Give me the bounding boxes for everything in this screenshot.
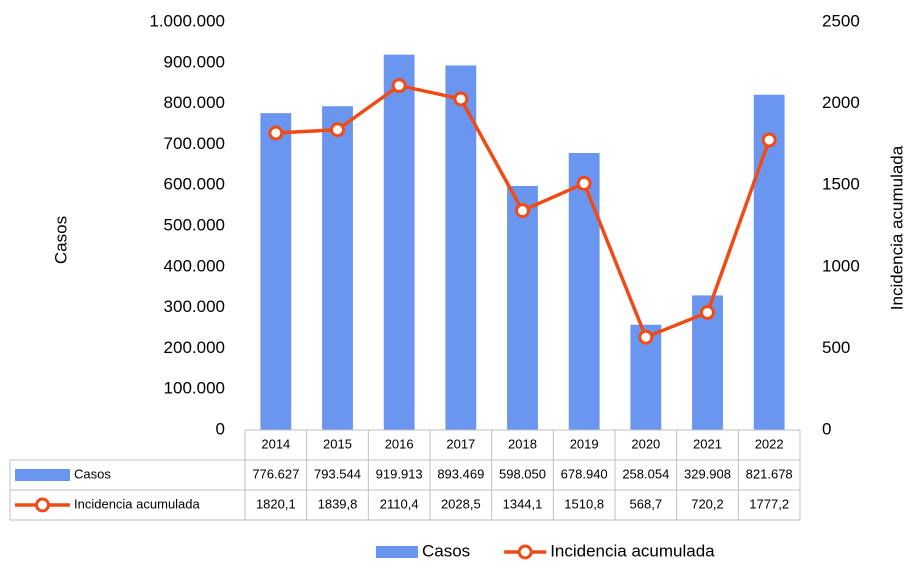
- y2-tick-label: 0: [822, 419, 831, 438]
- table-value: 2110,4: [380, 496, 419, 511]
- table-value: 678.940: [561, 466, 608, 481]
- x-tick-label: 2022: [755, 436, 784, 451]
- y2-tick-label: 2500: [822, 11, 860, 30]
- legend-key: [35, 497, 50, 513]
- table-value: 776.627: [252, 466, 299, 481]
- y-tick-label: 400.000: [164, 256, 225, 275]
- line-marker: [576, 175, 592, 191]
- x-tick-label: 2015: [323, 436, 352, 451]
- y-tick-label: 800.000: [164, 93, 225, 112]
- y2-axis-title: Incidencia acumulada: [887, 145, 906, 310]
- line-marker: [391, 78, 407, 94]
- y-tick-label: 0: [216, 419, 225, 438]
- bar: [383, 54, 415, 430]
- line-marker: [330, 122, 345, 138]
- table-value: 258.054: [622, 466, 669, 481]
- legend-key: [15, 469, 70, 481]
- table-row-label: Casos: [74, 466, 111, 481]
- line-marker: [453, 91, 469, 107]
- y-tick-label: 100.000: [164, 379, 225, 398]
- line-marker: [638, 329, 654, 345]
- table-value: 720,2: [691, 496, 724, 511]
- table-row-label: Incidencia acumulada: [74, 496, 201, 511]
- x-tick-label: 2016: [385, 436, 414, 451]
- table-value: 1777,2: [749, 496, 789, 511]
- table-value: 1839,8: [318, 496, 358, 511]
- y-tick-label: 900.000: [164, 52, 225, 71]
- y-tick-label: 1.000.000: [149, 11, 225, 30]
- bar: [445, 65, 477, 430]
- table-value: 821.678: [746, 466, 793, 481]
- table-value: 893.469: [437, 466, 484, 481]
- y-axis-title: Casos: [51, 216, 70, 264]
- line-marker: [268, 125, 284, 141]
- table-value: 329.908: [684, 466, 731, 481]
- legend-key: [517, 544, 533, 560]
- x-tick-label: 2020: [631, 436, 660, 451]
- y2-tick-label: 1500: [822, 175, 860, 194]
- x-tick-label: 2021: [693, 436, 722, 451]
- y-tick-label: 200.000: [164, 338, 225, 357]
- line-marker: [761, 132, 777, 148]
- legend-label: Incidencia acumulada: [550, 541, 715, 560]
- y2-tick-label: 2000: [822, 93, 860, 112]
- legend-key: [376, 546, 418, 558]
- y2-tick-label: 1000: [822, 256, 860, 275]
- y-tick-label: 500.000: [164, 215, 225, 234]
- bar: [753, 94, 785, 431]
- line-marker: [515, 203, 530, 219]
- y-tick-label: 700.000: [164, 134, 225, 153]
- y-tick-label: 300.000: [164, 297, 225, 316]
- line-marker: [700, 304, 715, 320]
- table-value: 598.050: [499, 466, 546, 481]
- bar: [507, 185, 538, 430]
- table-value: 1510,8: [564, 496, 604, 511]
- y-tick-label: 600.000: [164, 175, 225, 194]
- table-value: 2028,5: [441, 496, 481, 511]
- table-value: 793.544: [314, 466, 361, 481]
- bar: [568, 152, 600, 430]
- x-tick-label: 2019: [570, 436, 599, 451]
- table-value: 1344,1: [503, 496, 543, 511]
- bar: [260, 113, 292, 431]
- table-value: 919.913: [376, 466, 423, 481]
- x-tick-label: 2018: [508, 436, 537, 451]
- x-tick-label: 2017: [446, 436, 475, 451]
- x-tick-label: 2014: [261, 436, 290, 451]
- bar: [322, 106, 353, 431]
- table-value: 1820,1: [256, 496, 296, 511]
- table-value: 568,7: [630, 496, 663, 511]
- y2-tick-label: 500: [822, 338, 850, 357]
- legend-label: Casos: [422, 541, 470, 560]
